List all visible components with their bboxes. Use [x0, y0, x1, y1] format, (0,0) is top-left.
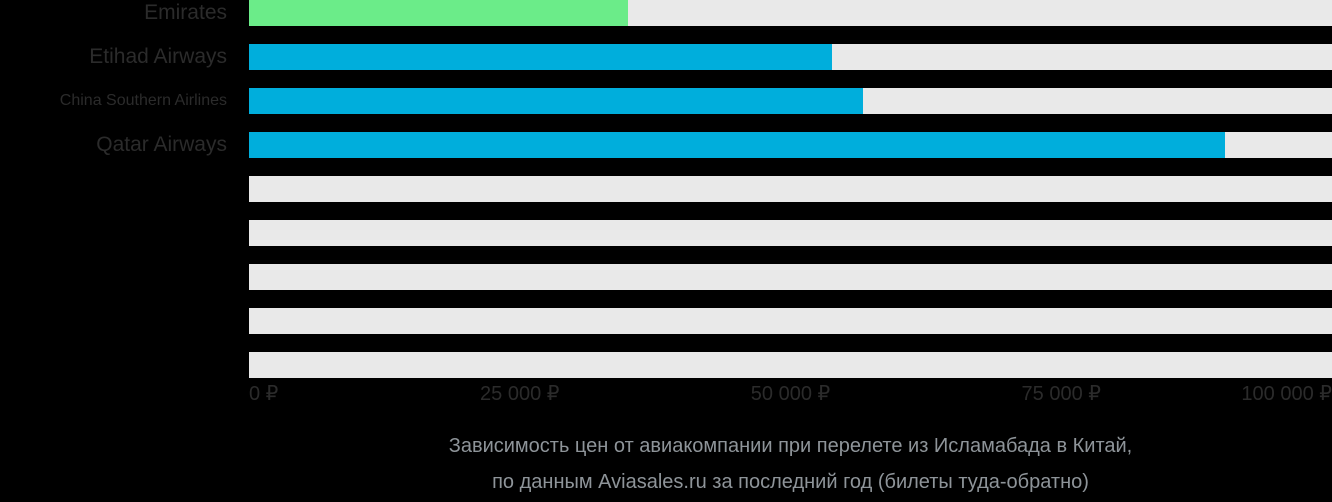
bar-label: Emirates: [144, 1, 227, 24]
bar-label: Etihad Airways: [89, 45, 227, 68]
x-tick-label: 100 000 ₽: [1241, 383, 1332, 405]
bar-label: [0, 220, 227, 246]
bar-label: [0, 308, 227, 334]
bar[interactable]: [249, 88, 863, 114]
bar[interactable]: [249, 44, 832, 70]
bar-track: [249, 352, 1332, 378]
bar-track: [249, 264, 1332, 290]
x-tick-label: 25 000 ₽: [480, 383, 560, 405]
chart-title: Зависимость цен от авиакомпании при пере…: [448, 435, 1133, 457]
bar-track: [249, 0, 1332, 26]
bar-track: [249, 88, 1332, 114]
bar-label: Qatar Airways: [96, 133, 227, 156]
chart-caption: Зависимость цен от авиакомпании при пере…: [249, 433, 1332, 495]
x-tick-label: 0 ₽: [249, 383, 279, 405]
bar-label: [0, 176, 227, 202]
x-tick-label: 50 000 ₽: [750, 383, 831, 405]
x-tick-label: 75 000 ₽: [1021, 383, 1101, 405]
bar-track: [249, 220, 1332, 246]
bar[interactable]: [249, 132, 1225, 158]
bar[interactable]: [249, 0, 628, 26]
bar-label: [0, 264, 227, 290]
bar-track: [249, 132, 1332, 158]
chart-subtitle: по данным Aviasales.ru за последний год …: [492, 471, 1089, 493]
bar-track: [249, 308, 1332, 334]
bar-track: [249, 176, 1332, 202]
bar-track: [249, 44, 1332, 70]
bar-label: China Southern Airlines: [59, 92, 227, 109]
bar-label: [0, 352, 227, 378]
